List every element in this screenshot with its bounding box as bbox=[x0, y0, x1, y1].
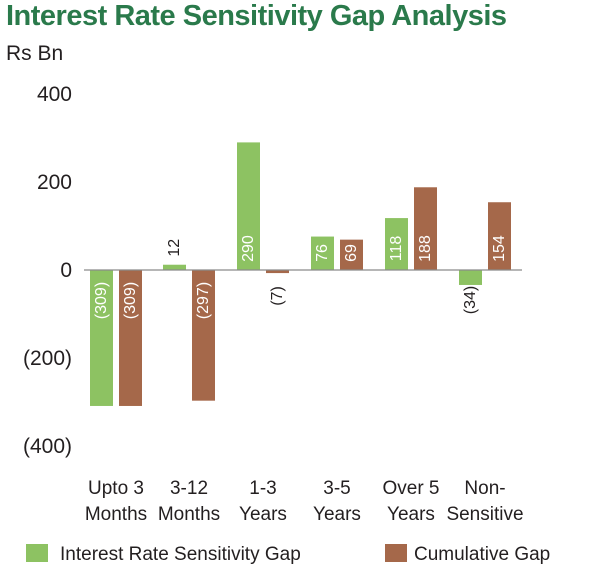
gap-bar bbox=[163, 264, 186, 270]
cumulative-bar bbox=[266, 270, 289, 274]
bars bbox=[90, 142, 511, 406]
cumulative-bar bbox=[192, 270, 215, 401]
gap-bar bbox=[311, 236, 334, 270]
data-label: 290 bbox=[240, 235, 257, 262]
y-unit-label: Rs Bn bbox=[6, 42, 63, 65]
x-category-label: Over 5 bbox=[382, 478, 439, 499]
x-category-label: Sensitive bbox=[446, 504, 523, 525]
data-label: 12 bbox=[166, 239, 183, 257]
gap-bar bbox=[459, 270, 482, 285]
x-category-label: Years bbox=[313, 504, 361, 525]
data-label: (309) bbox=[122, 282, 139, 319]
y-tick-label: 200 bbox=[37, 171, 72, 194]
x-category-label: Non- bbox=[464, 478, 505, 499]
data-label: 118 bbox=[388, 236, 405, 262]
legend-swatch bbox=[26, 544, 48, 562]
data-label: (7) bbox=[269, 286, 286, 306]
y-tick-label: 0 bbox=[60, 259, 72, 282]
cumulative-bar bbox=[488, 202, 511, 270]
x-category-label: Months bbox=[158, 504, 220, 525]
gap-bar bbox=[90, 270, 113, 406]
gap-bar bbox=[237, 142, 260, 270]
legend-label: Interest Rate Sensitivity Gap bbox=[60, 544, 301, 565]
x-category-label: 3-12 bbox=[170, 478, 208, 499]
data-label: 69 bbox=[343, 244, 360, 262]
cumulative-bar bbox=[414, 187, 437, 270]
legend-swatch bbox=[385, 544, 407, 562]
x-category-label: Months bbox=[85, 504, 147, 525]
data-label: (34) bbox=[462, 286, 479, 314]
y-tick-label: (400) bbox=[23, 435, 72, 458]
x-category-label: Upto 3 bbox=[88, 478, 144, 499]
data-label: (297) bbox=[195, 282, 212, 319]
data-label: 188 bbox=[417, 235, 434, 262]
data-label: 76 bbox=[314, 244, 331, 262]
x-category-label: 3-5 bbox=[323, 478, 350, 499]
data-label: (309) bbox=[93, 282, 110, 319]
gap-bar bbox=[385, 218, 408, 270]
y-axis-ticks: 400 200 0 (200) (400) bbox=[23, 83, 72, 458]
category-labels: Upto 3 Months 3-12 Months 1-3 Years 3-5 Years Ov… bbox=[85, 478, 524, 525]
cumulative-bar bbox=[340, 239, 363, 270]
x-category-label: Years bbox=[387, 504, 435, 525]
cumulative-bar bbox=[119, 270, 142, 406]
data-label: 154 bbox=[491, 235, 508, 262]
x-category-label: Years bbox=[239, 504, 287, 525]
chart-title: Interest Rate Sensitivity Gap Analysis bbox=[6, 0, 507, 32]
legend-label: Cumulative Gap bbox=[414, 544, 550, 565]
data-labels: (309) 12 290 76 118 (34) (309) (297) (7) 69 188 154 bbox=[93, 235, 508, 319]
legend: Interest Rate Sensitivity Gap Cumulative … bbox=[26, 544, 550, 565]
y-tick-label: 400 bbox=[37, 83, 72, 106]
y-tick-label: (200) bbox=[23, 347, 72, 370]
x-category-label: 1-3 bbox=[249, 478, 276, 499]
